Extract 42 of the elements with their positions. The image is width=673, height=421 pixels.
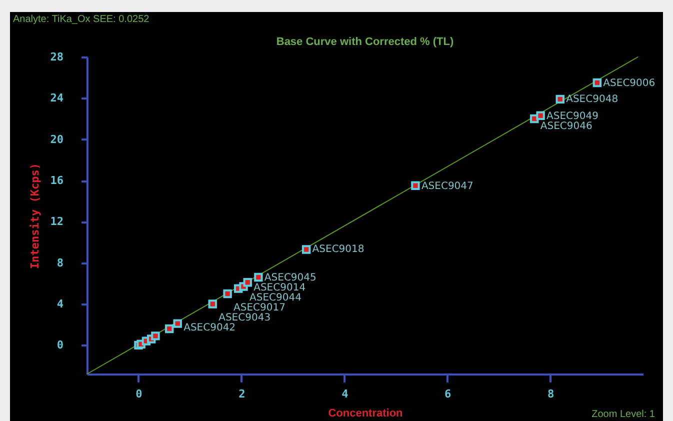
x-tick-label: 6 xyxy=(444,388,452,400)
point xyxy=(536,111,545,120)
text: Zoom Level: 1 xyxy=(592,409,655,420)
annotation: ASEC9018 xyxy=(312,244,364,256)
x-tick-label: 8 xyxy=(548,388,554,400)
point xyxy=(165,324,174,334)
annotation: ASEC9046 xyxy=(540,121,592,132)
annotation: ASEC9047 xyxy=(421,181,474,192)
annotation: ASEC9014 xyxy=(254,282,306,294)
annotation: ASEC9017 xyxy=(234,302,286,314)
text: Analyte: TiKa_Ox SEE: 0.0252 xyxy=(13,14,150,25)
x-axis-title: Concentration xyxy=(328,408,404,420)
point xyxy=(223,289,232,298)
y-tick-label: 12 xyxy=(50,215,64,228)
point xyxy=(173,319,182,328)
y-tick-label: 20 xyxy=(50,132,64,146)
point xyxy=(411,181,420,190)
annotation: ASEC9045 xyxy=(264,272,316,284)
x-tick-label: 2 xyxy=(238,388,246,400)
point xyxy=(592,78,602,88)
point xyxy=(208,300,217,308)
y-tick-label: 4 xyxy=(56,298,64,311)
annotation: ASEC9049 xyxy=(546,111,599,122)
annotation: ASEC9048 xyxy=(566,94,618,106)
annotation: ASEC9043 xyxy=(218,312,271,324)
y-tick-label: 16 xyxy=(50,174,64,188)
x-tick-label: 4 xyxy=(342,388,349,400)
y-tick-label: 0 xyxy=(56,338,64,352)
point xyxy=(556,94,564,104)
y-tick-label: 24 xyxy=(50,92,64,105)
y-axis-title: Intensity (Kcps) xyxy=(28,163,42,269)
annotation: ASEC9006 xyxy=(603,78,656,90)
y-tick-label: 8 xyxy=(56,256,64,270)
point xyxy=(151,332,160,340)
x-tick-label: 0 xyxy=(136,388,142,400)
point xyxy=(302,245,311,254)
point xyxy=(243,278,252,287)
annotation: ASEC9042 xyxy=(184,322,236,334)
point xyxy=(254,272,263,282)
y-tick-label: 28 xyxy=(50,50,64,64)
chart-title: Base Curve with Corrected % (TL) xyxy=(276,36,454,48)
annotation: ASEC9044 xyxy=(250,292,302,304)
